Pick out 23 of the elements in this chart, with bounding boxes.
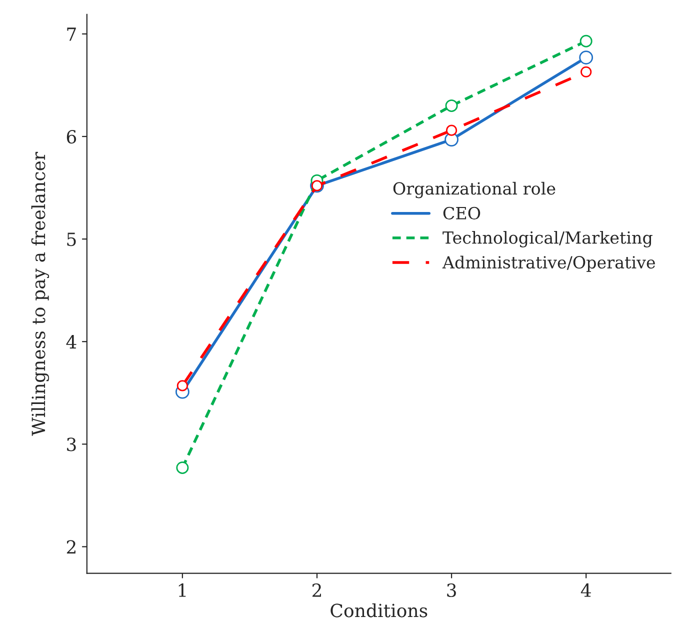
x-tick-label: 1 [178,583,186,597]
legend-label: Technological/Marketing [442,231,652,248]
point [445,99,458,112]
point [580,66,592,78]
y-tick-label: 7 [67,28,76,41]
y-tick-label: 5 [67,232,76,246]
y-tick-label: 4 [66,335,76,348]
point [176,461,189,474]
legend-label: Administrative/Operative [442,256,656,272]
x-tick-label: 4 [580,583,591,597]
x-tick-label: 3 [447,583,456,598]
legend-title: Organizational role [393,182,556,198]
x-tick-label: 2 [312,583,321,597]
y-tick-label: 6 [66,130,76,144]
point [446,124,458,136]
y-tick-label: 2 [66,540,76,554]
y-axis-title: Willingness to pay a freelancer [31,152,50,436]
y-tick-label: 3 [67,438,76,452]
point [176,380,188,392]
legend-label: CEO [443,206,480,220]
point [579,50,594,64]
point [580,34,592,48]
x-axis-title: Conditions [330,603,428,618]
